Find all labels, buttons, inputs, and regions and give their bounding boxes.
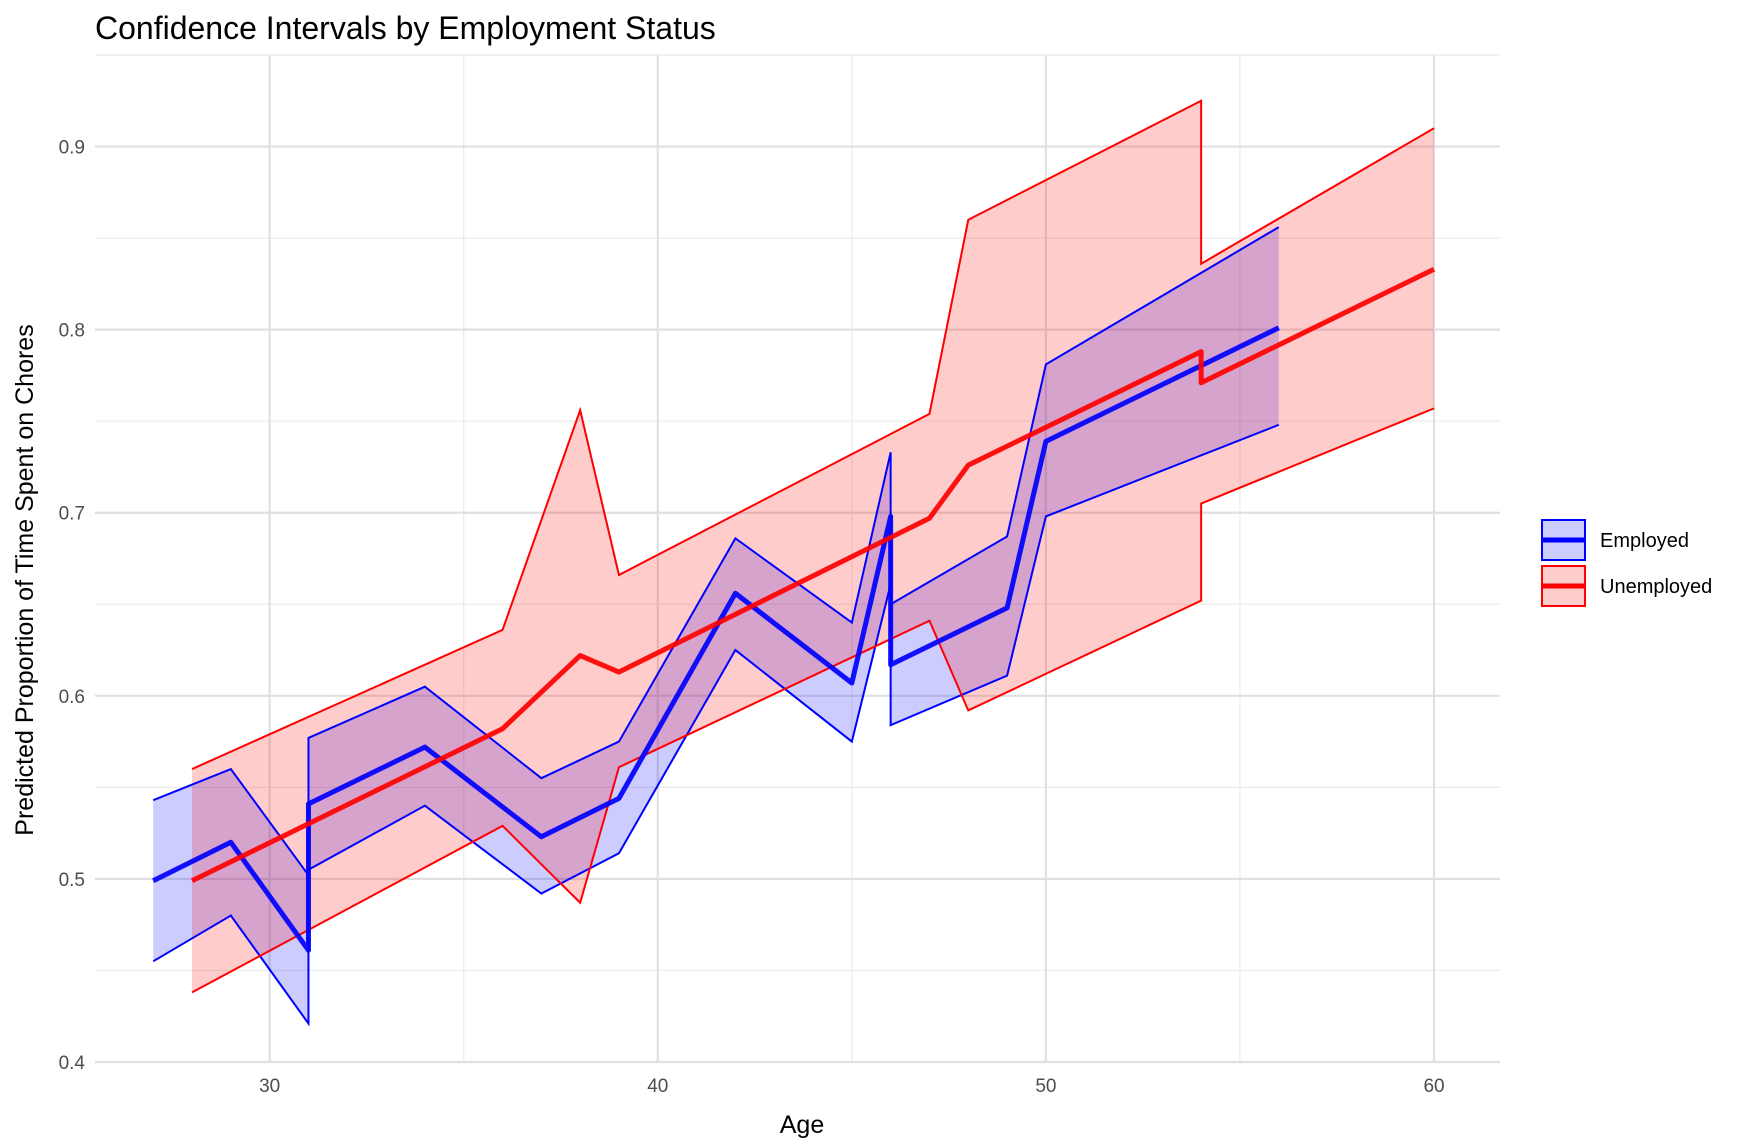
y-tick-label: 0.8 bbox=[59, 321, 85, 342]
y-tick-label: 0.4 bbox=[59, 1053, 86, 1074]
x-tick-label: 40 bbox=[647, 1076, 668, 1097]
legend-label-unemployed: Unemployed bbox=[1600, 576, 1712, 598]
x-axis-title: Age bbox=[780, 1111, 824, 1139]
x-tick-label: 60 bbox=[1423, 1076, 1444, 1097]
unemployed-lower-bound bbox=[191, 407, 1435, 994]
y-tick-label: 0.9 bbox=[59, 138, 85, 159]
legend-item-employed: Employed bbox=[1541, 519, 1689, 561]
x-tick-label: 30 bbox=[259, 1076, 280, 1097]
legend-label-employed: Employed bbox=[1600, 530, 1689, 552]
employed-prediction-line bbox=[152, 325, 1280, 953]
tick-layer: 30 40 50 60 0.4 0.5 0.6 0.7 0.8 0.9 bbox=[59, 138, 1445, 1097]
legend: Employed Unemployed bbox=[1541, 519, 1712, 607]
series-layer bbox=[152, 99, 1436, 1027]
lines bbox=[152, 99, 1436, 1027]
grid-layer bbox=[95, 54, 1500, 1064]
unemployed-upper-bound bbox=[191, 99, 1435, 770]
legend-item-unemployed: Unemployed bbox=[1541, 565, 1712, 607]
y-tick-label: 0.7 bbox=[59, 504, 85, 525]
y-tick-label: 0.6 bbox=[59, 687, 85, 708]
y-axis-title: Predicted Proportion of Time Spent on Ch… bbox=[11, 324, 39, 835]
x-tick-label: 50 bbox=[1035, 1076, 1056, 1097]
chart-title: Confidence Intervals by Employment Statu… bbox=[95, 10, 716, 46]
y-tick-label: 0.5 bbox=[59, 870, 85, 891]
employed-lower-bound bbox=[152, 423, 1280, 1027]
unemployed-ci-ribbon bbox=[192, 100, 1435, 993]
unemployed-prediction-line bbox=[190, 266, 1436, 883]
